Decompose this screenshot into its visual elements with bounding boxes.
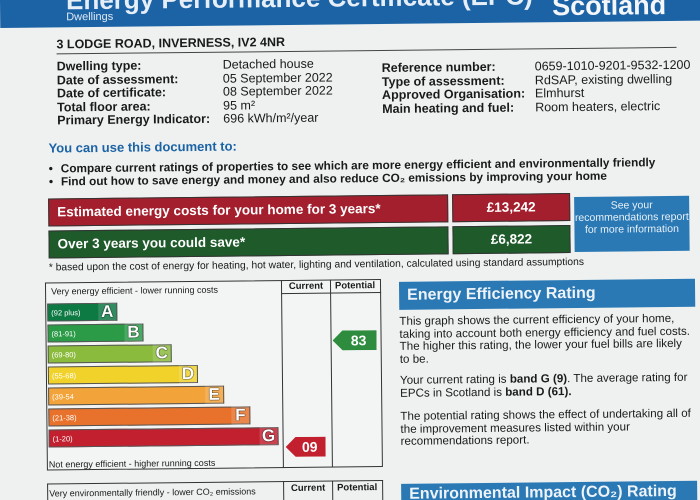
page-title: Energy Performance Certificate (EPC): [66, 0, 533, 16]
footnote: * based upon the cost of energy for heat…: [48, 256, 585, 274]
recommendations-note: See your recommendations report for more…: [574, 195, 690, 252]
band-range: (92 plus): [51, 307, 81, 317]
savings-value: £6,822: [452, 225, 571, 255]
band-letter: F: [231, 405, 250, 426]
band-range: (81-91): [51, 328, 76, 338]
dwelling-details: Dwelling type: Detached house Date of ass…: [57, 57, 394, 128]
band-range: (55-68): [51, 370, 77, 380]
potential-column-header: Potential: [334, 280, 376, 292]
band-range: (39-54: [52, 391, 74, 401]
band-letter: A: [98, 301, 117, 322]
property-address: 3 LODGE ROAD, INVERNESS, IV2 4NR: [56, 35, 286, 52]
detail-label: Primary Energy Indicator:: [57, 112, 211, 128]
environmental-impact-heading: Environmental Impact (CO₂) Rating: [401, 480, 698, 500]
band-letter: C: [152, 343, 171, 364]
estimated-cost-value: £13,242: [451, 193, 571, 223]
page-subtitle: Dwellings: [66, 10, 114, 24]
current-column-header: Current: [288, 280, 324, 292]
co2-current-header: Current: [290, 482, 326, 494]
rating-band-g: (1-20) G: [48, 426, 279, 448]
rating-band-a: (92 plus) A: [47, 301, 118, 322]
savings-row: Over 3 years you could save* £6,822: [48, 225, 571, 259]
band-letter: G: [259, 426, 278, 447]
current-band: band G (9): [509, 372, 568, 386]
average-band: band D (61).: [505, 384, 572, 399]
current-rating-text: Your current rating is band G (9). The a…: [400, 371, 692, 400]
rating-explanation: This graph shows the current efficiency …: [399, 311, 691, 366]
rating-band-c: (69-80) C: [47, 343, 172, 364]
chart-top-label: Very energy efficient - lower running co…: [51, 284, 219, 297]
savings-label: Over 3 years you could save*: [48, 226, 449, 259]
band-letter: E: [205, 384, 224, 405]
reference-value: Room heaters, electric: [535, 98, 661, 115]
reference-label: Main heating and fuel:: [382, 100, 515, 116]
estimated-cost-label: Estimated energy costs for your home for…: [48, 194, 449, 227]
band-letter: D: [178, 363, 198, 385]
header-bar: Energy Performance Certificate (EPC) Dwe…: [0, 0, 700, 28]
rating-band-f: (21-38) F: [48, 405, 251, 427]
estimated-cost-row: Estimated energy costs for your home for…: [48, 193, 571, 227]
detail-value: 696 kWh/m²/year: [223, 111, 319, 127]
band-range: (69-80): [51, 349, 76, 359]
potential-rating-text: The potential rating shows the effect of…: [400, 406, 691, 449]
detail-row: Primary Energy Indicator: 696 kWh/m²/year: [57, 111, 393, 128]
band-range: (1-20): [52, 433, 73, 443]
rating-band-b: (81-91) B: [47, 322, 144, 343]
reference-row: Main heating and fuel: Room heaters, elec…: [382, 99, 700, 116]
chart-bottom-label: Not energy efficient - higher running co…: [48, 457, 216, 470]
country-label: Scotland: [551, 0, 667, 22]
rating-band-d: (55-68) D: [47, 363, 199, 385]
section-heading: You can use this document to:: [48, 138, 237, 156]
reference-details: Reference number: 0659-1010-9201-9532-120…: [382, 58, 700, 117]
co2-chart-top-label: Very environmentally friendly - lower CO…: [49, 486, 256, 499]
band-letter: B: [124, 322, 143, 343]
co2-potential-header: Potential: [337, 482, 378, 494]
band-range: (21-38): [52, 412, 77, 422]
bullet-list: Compare current ratings of properties to…: [49, 155, 656, 188]
energy-efficiency-heading: Energy Efficiency Rating: [398, 278, 696, 310]
rating-band-e: (39-54 E: [48, 384, 225, 406]
